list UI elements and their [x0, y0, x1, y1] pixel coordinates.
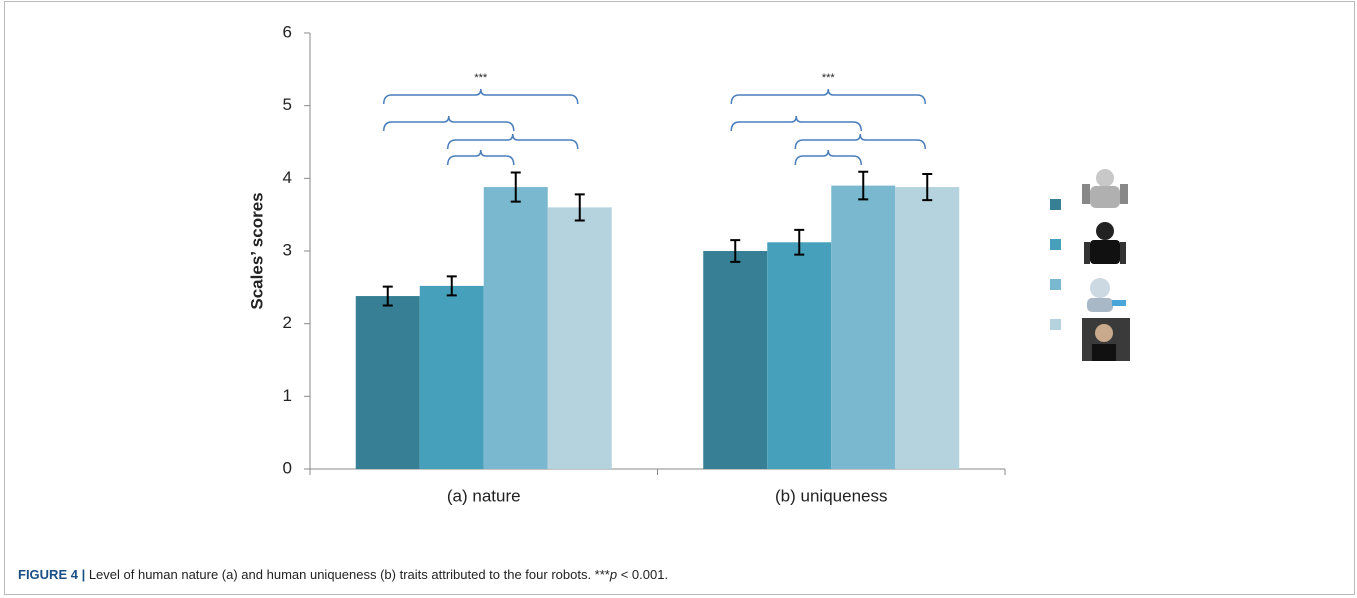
error-bar	[382, 285, 393, 307]
x-tick-label: (b) uniqueness	[775, 486, 887, 505]
bar	[483, 187, 548, 469]
error-bar	[446, 275, 457, 297]
legend-images	[1082, 169, 1130, 361]
error-bar	[730, 239, 741, 263]
significance-bracket	[447, 149, 515, 166]
person-photo	[1082, 318, 1130, 361]
bar	[767, 242, 832, 469]
legend-swatch	[1050, 279, 1061, 290]
significance-bracket	[383, 88, 579, 105]
caption-italic: p	[609, 567, 618, 582]
y-axis-label: Scales’ scores	[247, 192, 266, 309]
significance-bracket	[794, 133, 926, 150]
caption-label: FIGURE 4 |	[18, 567, 86, 582]
legend-swatch	[1050, 319, 1061, 330]
robot-icon	[1087, 278, 1126, 312]
significance-bracket	[730, 88, 926, 105]
caption-text: < 0.001.	[617, 567, 669, 582]
bar	[895, 187, 960, 469]
y-tick-label: 6	[283, 22, 292, 41]
legend-swatch	[1050, 199, 1061, 210]
bar	[831, 185, 896, 469]
bar	[355, 296, 420, 469]
caption-text: Level of human nature (a) and human uniq…	[88, 567, 610, 582]
bar	[703, 251, 768, 469]
bar	[547, 207, 612, 469]
legend-swatch	[1050, 239, 1061, 250]
y-tick-label: 3	[283, 240, 292, 259]
chart: Scales’ scores 0 1 2 3 4 5 6 (a) nature *** (b) u…	[247, 22, 1130, 505]
error-bar	[922, 172, 933, 202]
error-bar	[794, 228, 805, 256]
error-bar	[858, 170, 869, 201]
y-tick-label: 5	[283, 95, 292, 114]
significance-bracket	[447, 133, 579, 150]
significance-bracket	[730, 115, 862, 132]
error-bar	[574, 193, 585, 222]
significance-bracket	[383, 115, 515, 132]
x-tick-label: (a) nature	[447, 486, 521, 505]
error-bar	[510, 171, 521, 203]
robot-icon	[1084, 222, 1126, 264]
caption: FIGURE 4 | Level of human nature (a) and…	[18, 567, 668, 582]
robot-icon	[1082, 169, 1128, 208]
figure-frame	[4, 1, 1355, 595]
y-tick-label: 4	[283, 168, 292, 187]
bar	[419, 285, 484, 469]
annotation: ***	[822, 72, 836, 84]
annotation: ***	[474, 72, 488, 84]
y-tick-label: 2	[283, 313, 292, 332]
y-tick-label: 0	[283, 458, 292, 477]
y-tick-label: 1	[283, 386, 292, 405]
significance-bracket	[794, 149, 862, 166]
